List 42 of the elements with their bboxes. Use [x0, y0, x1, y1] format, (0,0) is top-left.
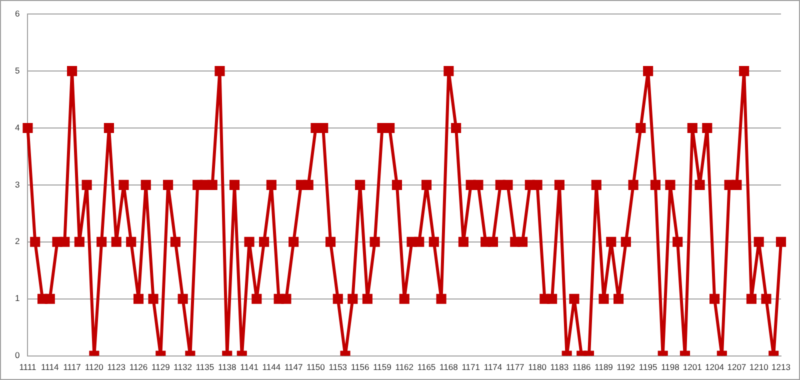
- x-tick-label: 1210: [749, 362, 769, 372]
- x-tick-label: 1186: [572, 362, 592, 372]
- x-tick-label: 1177: [506, 362, 525, 372]
- x-tick-label: 1198: [661, 362, 680, 372]
- x-tick-label: 1150: [306, 362, 326, 372]
- x-tick-label: 1207: [727, 362, 746, 372]
- x-tick-label: 1201: [682, 362, 702, 372]
- x-tick-label: 1180: [528, 362, 547, 372]
- x-tick-label: 1144: [262, 362, 281, 372]
- x-tick-label: 1114: [41, 362, 59, 372]
- y-tick-label: 4: [14, 122, 20, 132]
- x-tick-label: 1162: [395, 362, 414, 372]
- y-tick-label: 5: [14, 65, 20, 76]
- x-tick-label: 1120: [85, 362, 104, 372]
- y-tick-label: 2: [14, 236, 20, 246]
- x-tick-label: 1123: [107, 362, 126, 372]
- y-tick-label: 0: [14, 350, 20, 360]
- x-tick-label: 1168: [440, 362, 458, 372]
- y-tick-label: 6: [14, 8, 20, 18]
- x-tick-label: 1183: [550, 362, 569, 372]
- x-tick-label: 1204: [705, 362, 724, 372]
- x-tick-label: 1129: [152, 362, 170, 372]
- x-tick-label: 1189: [594, 362, 614, 372]
- x-tick-label: 1156: [350, 362, 370, 372]
- x-tick-label: 1138: [218, 362, 237, 372]
- x-tick-label: 1174: [484, 362, 502, 372]
- x-tick-label: 1111: [19, 362, 36, 372]
- x-tick-label: 1135: [196, 362, 214, 372]
- x-tick-label: 1195: [638, 362, 658, 372]
- x-tick-label: 1147: [284, 362, 303, 372]
- x-tick-label: 1126: [129, 362, 148, 372]
- x-tick-label: 1213: [772, 362, 791, 372]
- x-tick-label: 1192: [616, 362, 636, 372]
- y-tick-label: 3: [14, 179, 20, 190]
- x-tick-label: 1171: [462, 362, 480, 372]
- x-tick-label: 1141: [240, 362, 259, 372]
- y-tick-label: 1: [14, 293, 20, 304]
- x-tick-label: 1117: [63, 362, 82, 372]
- x-tick-label: 1159: [373, 362, 392, 372]
- x-tick-label: 1132: [174, 362, 192, 372]
- x-tick-label: 1153: [328, 362, 348, 372]
- x-tick-label: 1165: [417, 362, 436, 372]
